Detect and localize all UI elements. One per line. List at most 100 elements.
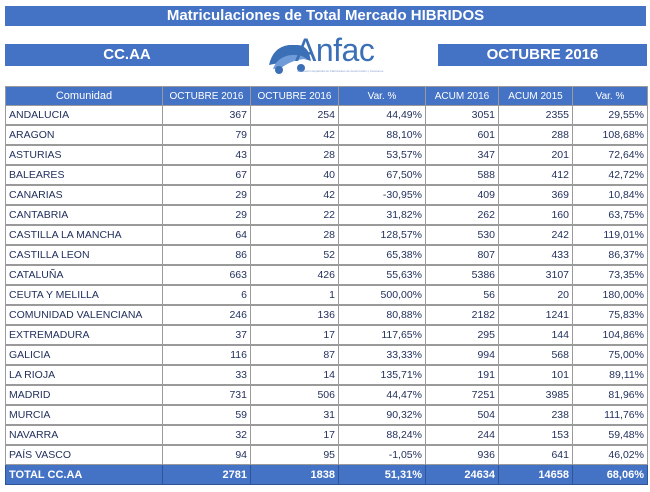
value-cell: -30,95% [338, 184, 426, 206]
value-cell: 73,35% [572, 264, 648, 286]
table-row: CANTABRIA 29 22 31,82% 262 160 63,75% [5, 204, 648, 226]
table-row: EXTREMADURA 37 17 117,65% 295 144 104,86% [5, 324, 648, 346]
value-cell: 28 [250, 144, 339, 166]
value-cell: 7251 [425, 384, 499, 406]
value-cell: 67,50% [338, 164, 426, 186]
value-cell: 79 [162, 124, 251, 146]
value-cell: 40 [250, 164, 339, 186]
value-cell: 63,75% [572, 204, 648, 226]
region-name-cell: GALICIA [5, 344, 163, 366]
region-name-cell: MADRID [5, 384, 163, 406]
region-name-cell: MURCIA [5, 404, 163, 426]
table-row: CANARIAS 29 42 -30,95% 409 369 10,84% [5, 184, 648, 206]
value-cell: 20 [498, 284, 573, 306]
table-row: NAVARRA 32 17 88,24% 244 153 59,48% [5, 424, 648, 446]
table-row: BALEARES 67 40 67,50% 588 412 42,72% [5, 164, 648, 186]
table-row: CASTILLA LEON 86 52 65,38% 807 433 86,37% [5, 244, 648, 266]
value-cell: 65,38% [338, 244, 426, 266]
value-cell: 59 [162, 404, 251, 426]
value-cell: 994 [425, 344, 499, 366]
total-cell: 24634 [425, 464, 499, 485]
column-header: Var. % [572, 86, 648, 106]
value-cell: 43 [162, 144, 251, 166]
value-cell: 31,82% [338, 204, 426, 226]
table-row: PAÍS VASCO 94 95 -1,05% 936 641 46,02% [5, 444, 648, 465]
value-cell: 111,76% [572, 404, 648, 426]
value-cell: 28 [250, 224, 339, 246]
value-cell: 81,96% [572, 384, 648, 406]
value-cell: 367 [162, 105, 251, 126]
value-cell: 37 [162, 324, 251, 346]
value-cell: 412 [498, 164, 573, 186]
value-cell: 369 [498, 184, 573, 206]
value-cell: 89,11% [572, 364, 648, 386]
region-name-cell: CEUTA Y MELILLA [5, 284, 163, 306]
value-cell: 568 [498, 344, 573, 366]
value-cell: 601 [425, 124, 499, 146]
value-cell: 22 [250, 204, 339, 226]
table-row: ASTURIAS 43 28 53,57% 347 201 72,64% [5, 144, 648, 166]
table-row: ANDALUCIA 367 254 44,49% 3051 2355 29,55% [5, 105, 648, 126]
region-name-cell: CANTABRIA [5, 204, 163, 226]
value-cell: 116 [162, 344, 251, 366]
value-cell: 90,32% [338, 404, 426, 426]
total-cell: 14658 [498, 464, 573, 485]
region-name-cell: NAVARRA [5, 424, 163, 446]
region-name-cell: CASTILLA LA MANCHA [5, 224, 163, 246]
value-cell: 936 [425, 444, 499, 465]
value-cell: 42,72% [572, 164, 648, 186]
value-cell: 31 [250, 404, 339, 426]
value-cell: 246 [162, 304, 251, 326]
value-cell: 42 [250, 124, 339, 146]
logo-text: Anfac [295, 32, 375, 68]
value-cell: 504 [425, 404, 499, 426]
value-cell: 663 [162, 264, 251, 286]
region-name-cell: CASTILLA LEON [5, 244, 163, 266]
value-cell: 347 [425, 144, 499, 166]
value-cell: 87 [250, 344, 339, 366]
value-cell: 244 [425, 424, 499, 446]
value-cell: 731 [162, 384, 251, 406]
value-cell: 3985 [498, 384, 573, 406]
region-name-cell: ARAGON [5, 124, 163, 146]
value-cell: 75,83% [572, 304, 648, 326]
report-title: Matriculaciones de Total Mercado HIBRIDO… [5, 6, 646, 26]
value-cell: 80,88% [338, 304, 426, 326]
value-cell: 6 [162, 284, 251, 306]
column-header: OCTUBRE 2016 [162, 86, 251, 106]
value-cell: 262 [425, 204, 499, 226]
value-cell: -1,05% [338, 444, 426, 465]
region-name-cell: PAÍS VASCO [5, 444, 163, 465]
value-cell: 506 [250, 384, 339, 406]
value-cell: 128,57% [338, 224, 426, 246]
table-row: COMUNIDAD VALENCIANA 246 136 80,88% 2182 1241… [5, 304, 648, 326]
value-cell: 3051 [425, 105, 499, 126]
value-cell: 238 [498, 404, 573, 426]
total-row: TOTAL CC.AA 2781 1838 51,31% 24634 14658… [5, 464, 648, 485]
value-cell: 254 [250, 105, 339, 126]
value-cell: 160 [498, 204, 573, 226]
table-row: MURCIA 59 31 90,32% 504 238 111,76% [5, 404, 648, 426]
value-cell: 201 [498, 144, 573, 166]
table-row: LA RIOJA 33 14 135,71% 191 101 89,11% [5, 364, 648, 386]
value-cell: 530 [425, 224, 499, 246]
value-cell: 59,48% [572, 424, 648, 446]
value-cell: 32 [162, 424, 251, 446]
region-name-cell: COMUNIDAD VALENCIANA [5, 304, 163, 326]
region-name-cell: CANARIAS [5, 184, 163, 206]
value-cell: 108,68% [572, 124, 648, 146]
table-row: GALICIA 116 87 33,33% 994 568 75,00% [5, 344, 648, 366]
value-cell: 500,00% [338, 284, 426, 306]
total-cell: 1838 [250, 464, 339, 485]
value-cell: 52 [250, 244, 339, 266]
value-cell: 136 [250, 304, 339, 326]
value-cell: 75,00% [572, 344, 648, 366]
value-cell: 3107 [498, 264, 573, 286]
region-name-cell: ANDALUCIA [5, 105, 163, 126]
value-cell: 14 [250, 364, 339, 386]
column-header: ACUM 2016 [425, 86, 499, 106]
value-cell: 10,84% [572, 184, 648, 206]
value-cell: 153 [498, 424, 573, 446]
value-cell: 135,71% [338, 364, 426, 386]
value-cell: 88,24% [338, 424, 426, 446]
